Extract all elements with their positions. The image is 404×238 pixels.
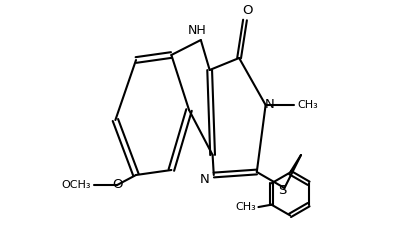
Text: S: S: [278, 184, 286, 197]
Text: OCH₃: OCH₃: [62, 180, 91, 190]
Text: CH₃: CH₃: [297, 100, 318, 110]
Text: CH₃: CH₃: [235, 202, 256, 212]
Text: O: O: [242, 4, 252, 17]
Text: NH: NH: [188, 24, 206, 37]
Text: N: N: [200, 173, 209, 186]
Text: O: O: [112, 178, 122, 192]
Text: N: N: [264, 99, 274, 111]
